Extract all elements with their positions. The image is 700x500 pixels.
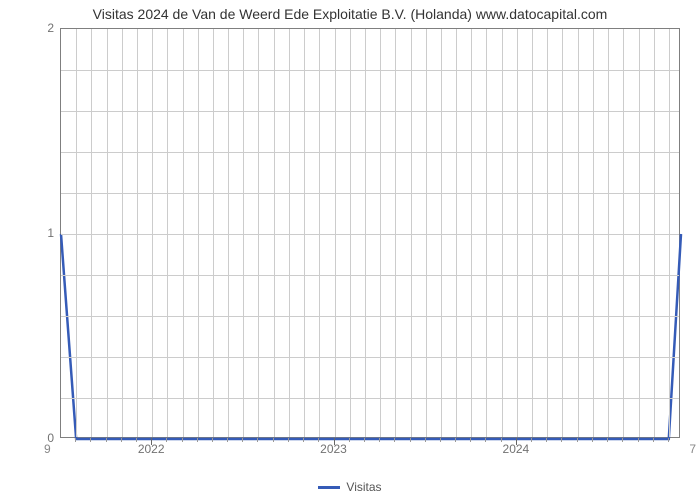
x-tick-minor: [577, 438, 578, 442]
grid-line-vertical: [395, 29, 396, 437]
x-tick-minor: [121, 438, 122, 442]
grid-line-horizontal: [61, 234, 679, 235]
grid-line-vertical: [441, 29, 442, 437]
chart-title: Visitas 2024 de Van de Weerd Ede Exploit…: [0, 6, 700, 22]
grid-line-vertical: [319, 29, 320, 437]
x-tick-minor: [531, 438, 532, 442]
grid-line-vertical: [654, 29, 655, 437]
grid-line-horizontal: [61, 111, 679, 112]
grid-line-vertical: [167, 29, 168, 437]
x-tick-minor: [410, 438, 411, 442]
x-tick-minor: [440, 438, 441, 442]
x-tick-minor: [90, 438, 91, 442]
grid-line-vertical: [258, 29, 259, 437]
grid-line-horizontal: [61, 193, 679, 194]
grid-line-vertical: [486, 29, 487, 437]
x-tick-minor: [303, 438, 304, 442]
x-tick-major: [334, 438, 335, 445]
x-tick-minor: [501, 438, 502, 442]
grid-line-vertical: [350, 29, 351, 437]
x-tick-minor: [106, 438, 107, 442]
x-tick-minor: [349, 438, 350, 442]
grid-line-vertical: [623, 29, 624, 437]
x-tick-minor: [561, 438, 562, 442]
y-tick-label: 0: [14, 431, 54, 445]
grid-line-vertical: [137, 29, 138, 437]
grid-line-vertical: [91, 29, 92, 437]
x-tick-minor: [136, 438, 137, 442]
grid-line-vertical: [274, 29, 275, 437]
x-tick-minor: [364, 438, 365, 442]
grid-line-vertical: [456, 29, 457, 437]
x-tick-minor: [455, 438, 456, 442]
grid-line-vertical: [304, 29, 305, 437]
grid-line-vertical: [411, 29, 412, 437]
grid-line-horizontal: [61, 316, 679, 317]
grid-line-vertical: [213, 29, 214, 437]
legend-label: Visitas: [346, 480, 381, 494]
grid-line-vertical: [547, 29, 548, 437]
x-tick-minor: [242, 438, 243, 442]
grid-line-horizontal: [61, 70, 679, 71]
x-tick-minor: [288, 438, 289, 442]
x-tick-major: [151, 438, 152, 445]
grid-line-vertical: [289, 29, 290, 437]
grid-line-vertical: [639, 29, 640, 437]
grid-line-vertical: [107, 29, 108, 437]
x-tick-minor: [273, 438, 274, 442]
x-tick-minor: [607, 438, 608, 442]
grid-line-vertical: [593, 29, 594, 437]
x-tick-minor: [394, 438, 395, 442]
x-tick-minor: [318, 438, 319, 442]
grid-line-vertical: [365, 29, 366, 437]
x-tick-minor: [227, 438, 228, 442]
grid-line-vertical: [243, 29, 244, 437]
grid-line-vertical: [578, 29, 579, 437]
grid-line-vertical: [335, 29, 336, 437]
x-tick-minor: [546, 438, 547, 442]
grid-line-vertical: [532, 29, 533, 437]
grid-line-vertical: [608, 29, 609, 437]
grid-line-vertical: [426, 29, 427, 437]
x-tick-minor: [470, 438, 471, 442]
grid-line-vertical: [471, 29, 472, 437]
grid-line-horizontal: [61, 357, 679, 358]
legend: Visitas: [0, 480, 700, 494]
grid-line-horizontal: [61, 398, 679, 399]
x-tick-minor: [257, 438, 258, 442]
x-tick-minor: [622, 438, 623, 442]
grid-line-vertical: [380, 29, 381, 437]
x-tick-major: [516, 438, 517, 445]
grid-line-vertical: [152, 29, 153, 437]
x-tick-minor: [166, 438, 167, 442]
corner-label-right: 7: [689, 442, 696, 456]
grid-line-vertical: [76, 29, 77, 437]
x-tick-minor: [425, 438, 426, 442]
grid-line-vertical: [502, 29, 503, 437]
grid-line-vertical: [183, 29, 184, 437]
x-tick-minor: [182, 438, 183, 442]
grid-line-vertical: [122, 29, 123, 437]
grid-line-horizontal: [61, 275, 679, 276]
grid-line-vertical: [517, 29, 518, 437]
x-tick-minor: [75, 438, 76, 442]
grid-line-vertical: [562, 29, 563, 437]
line-chart: Visitas 2024 de Van de Weerd Ede Exploit…: [0, 0, 700, 500]
grid-line-vertical: [198, 29, 199, 437]
grid-line-vertical: [669, 29, 670, 437]
x-tick-minor: [638, 438, 639, 442]
x-tick-minor: [668, 438, 669, 442]
x-tick-minor: [653, 438, 654, 442]
x-tick-minor: [212, 438, 213, 442]
x-tick-minor: [592, 438, 593, 442]
x-tick-minor: [379, 438, 380, 442]
legend-swatch: [318, 486, 340, 489]
grid-line-horizontal: [61, 152, 679, 153]
y-tick-label: 2: [14, 21, 54, 35]
y-tick-label: 1: [14, 226, 54, 240]
plot-area: [60, 28, 680, 438]
grid-line-vertical: [228, 29, 229, 437]
x-tick-minor: [485, 438, 486, 442]
x-tick-minor: [197, 438, 198, 442]
